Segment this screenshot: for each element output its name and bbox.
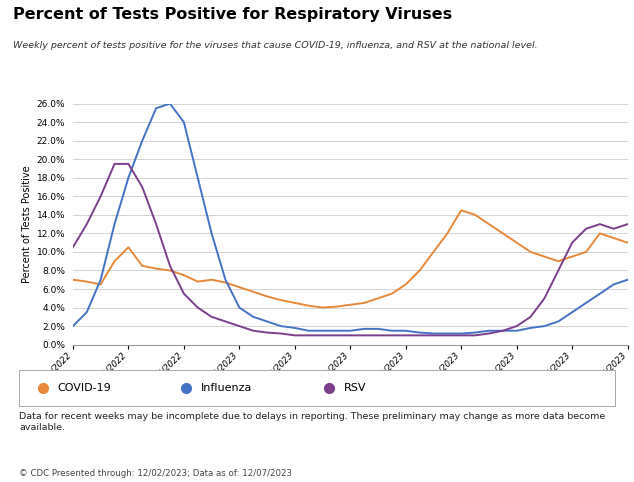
Text: © CDC Presented through: 12/02/2023; Data as of: 12/07/2023: © CDC Presented through: 12/02/2023; Dat…: [19, 469, 292, 478]
Text: COVID-19: COVID-19: [58, 383, 112, 393]
Text: Weekly percent of tests positive for the viruses that cause COVID-19, influenza,: Weekly percent of tests positive for the…: [13, 41, 537, 50]
Text: Percent of Tests Positive for Respiratory Viruses: Percent of Tests Positive for Respirator…: [13, 7, 452, 22]
Text: Data for recent weeks may be incomplete due to delays in reporting. These prelim: Data for recent weeks may be incomplete …: [19, 412, 605, 431]
X-axis label: Week Ending: Week Ending: [314, 395, 387, 405]
Text: RSV: RSV: [344, 383, 366, 393]
Y-axis label: Percent of Tests Positive: Percent of Tests Positive: [22, 165, 32, 283]
Text: Influenza: Influenza: [201, 383, 252, 393]
